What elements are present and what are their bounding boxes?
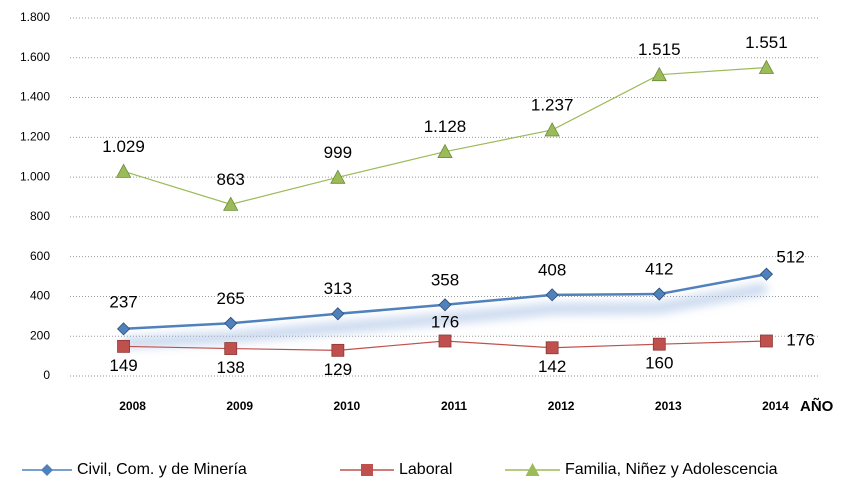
y-tick-label: 1.200 (20, 130, 50, 144)
data-label: 1.029 (102, 137, 145, 156)
x-axis-label: AÑO (800, 397, 834, 415)
marker (438, 334, 452, 348)
x-tick-label: 2010 (334, 399, 361, 413)
data-label: 129 (324, 360, 352, 379)
y-tick-label: 1.800 (20, 10, 50, 24)
marker (117, 322, 131, 336)
data-label: 999 (324, 143, 352, 162)
x-tick-label: 2014 (762, 399, 789, 413)
x-tick-label: 2008 (119, 399, 146, 413)
data-label: 358 (431, 270, 459, 289)
legend-marker (361, 464, 373, 476)
legend-marker (525, 463, 540, 476)
legend-label: Laboral (399, 461, 452, 478)
marker (759, 267, 773, 281)
marker (545, 341, 559, 355)
data-label: 1.515 (638, 40, 681, 59)
marker (438, 298, 452, 312)
data-label: 176 (786, 330, 814, 349)
data-label: 149 (109, 356, 137, 375)
data-label: 512 (776, 248, 804, 267)
data-label: 1.551 (745, 33, 788, 52)
data-label: 313 (324, 279, 352, 298)
legend-marker (41, 464, 53, 476)
y-tick-label: 0 (43, 368, 50, 382)
marker (223, 196, 239, 211)
marker (115, 163, 132, 178)
marker (651, 66, 667, 82)
data-label: 863 (217, 170, 245, 189)
y-tick-label: 1.600 (20, 50, 50, 64)
marker (224, 342, 238, 355)
marker (331, 307, 345, 321)
data-label: 1.237 (531, 95, 574, 114)
legend-label: Familia, Niñez y Adolescencia (565, 461, 778, 478)
y-tick-label: 400 (30, 289, 50, 303)
data-label: 138 (217, 358, 245, 377)
marker (760, 334, 773, 348)
marker (652, 287, 666, 301)
y-tick-label: 1.400 (20, 90, 50, 104)
data-label: 412 (645, 260, 673, 279)
y-tick-label: 200 (30, 328, 50, 342)
data-label: 176 (431, 312, 459, 331)
y-tick-label: 800 (30, 209, 50, 223)
data-label: 265 (217, 289, 245, 308)
y-tick-label: 1.000 (20, 169, 50, 183)
marker (224, 316, 238, 330)
x-tick-label: 2011 (441, 399, 467, 413)
data-label: 237 (109, 292, 137, 311)
x-tick-label: 2009 (226, 399, 253, 413)
marker (544, 122, 560, 137)
x-tick-label: 2013 (655, 399, 682, 413)
marker (331, 343, 345, 357)
data-label: 160 (645, 354, 673, 373)
data-label: 1.128 (424, 117, 467, 136)
data-label: 408 (538, 260, 566, 279)
marker (652, 337, 666, 351)
legend-label: Civil, Com. y de Minería (77, 461, 247, 478)
x-tick-label: 2012 (548, 399, 575, 413)
line-shadow (123, 283, 768, 348)
marker (437, 143, 453, 159)
y-tick-label: 600 (30, 249, 50, 263)
marker (117, 339, 130, 353)
marker (545, 288, 559, 302)
data-label: 142 (538, 357, 566, 376)
marker (330, 169, 346, 184)
marker (758, 59, 775, 74)
